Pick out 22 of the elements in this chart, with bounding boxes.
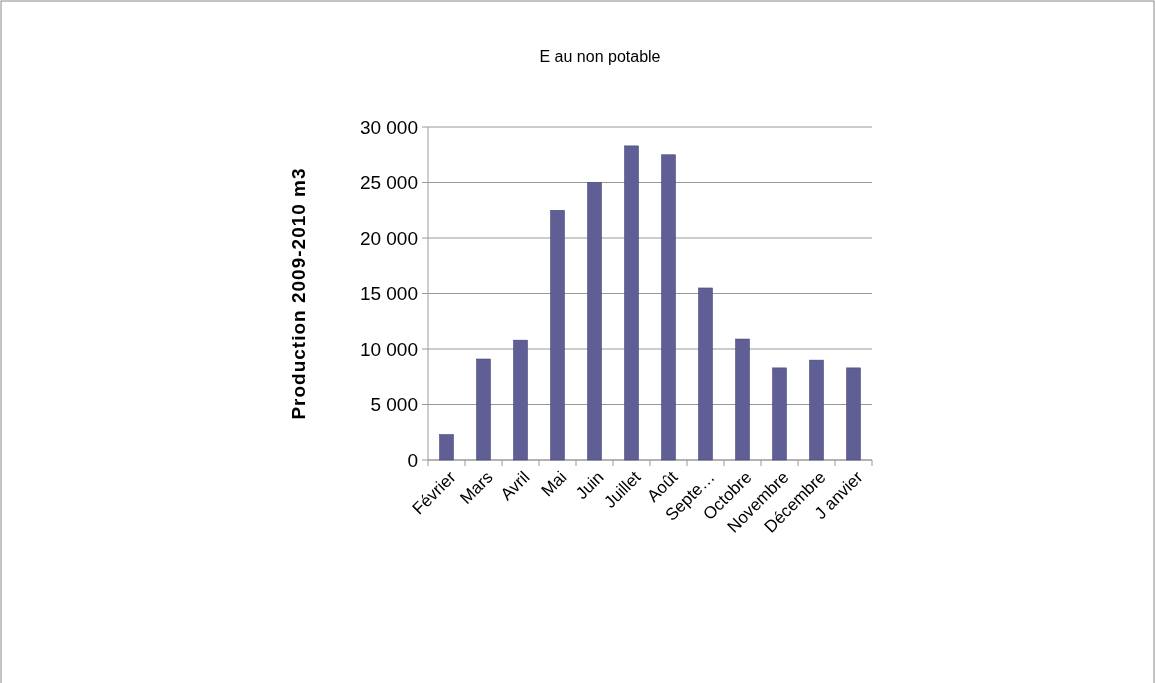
y-tick-label: 10 000: [359, 338, 418, 360]
bar: [772, 367, 787, 461]
bar: [698, 287, 713, 461]
bar: [624, 145, 639, 461]
bar: [661, 154, 676, 461]
bar: [439, 434, 454, 461]
chart-title: E au non potable: [539, 48, 661, 65]
bar: [587, 182, 602, 461]
y-tick-label: 0: [407, 449, 418, 471]
bar: [735, 338, 750, 461]
y-tick-label: 15 000: [359, 283, 418, 305]
bar: [809, 359, 824, 461]
y-tick-label: 5 000: [370, 394, 418, 416]
bar: [476, 358, 491, 461]
y-tick-label: 25 000: [359, 172, 418, 194]
y-axis-title: Production 2009-2010 m3: [288, 167, 309, 420]
y-tick-label: 20 000: [359, 227, 418, 249]
x-tick-label: Mai: [537, 467, 571, 501]
bar: [513, 339, 528, 461]
bar: [846, 367, 861, 461]
y-tick-label: 30 000: [359, 116, 418, 138]
bar: [550, 210, 565, 461]
